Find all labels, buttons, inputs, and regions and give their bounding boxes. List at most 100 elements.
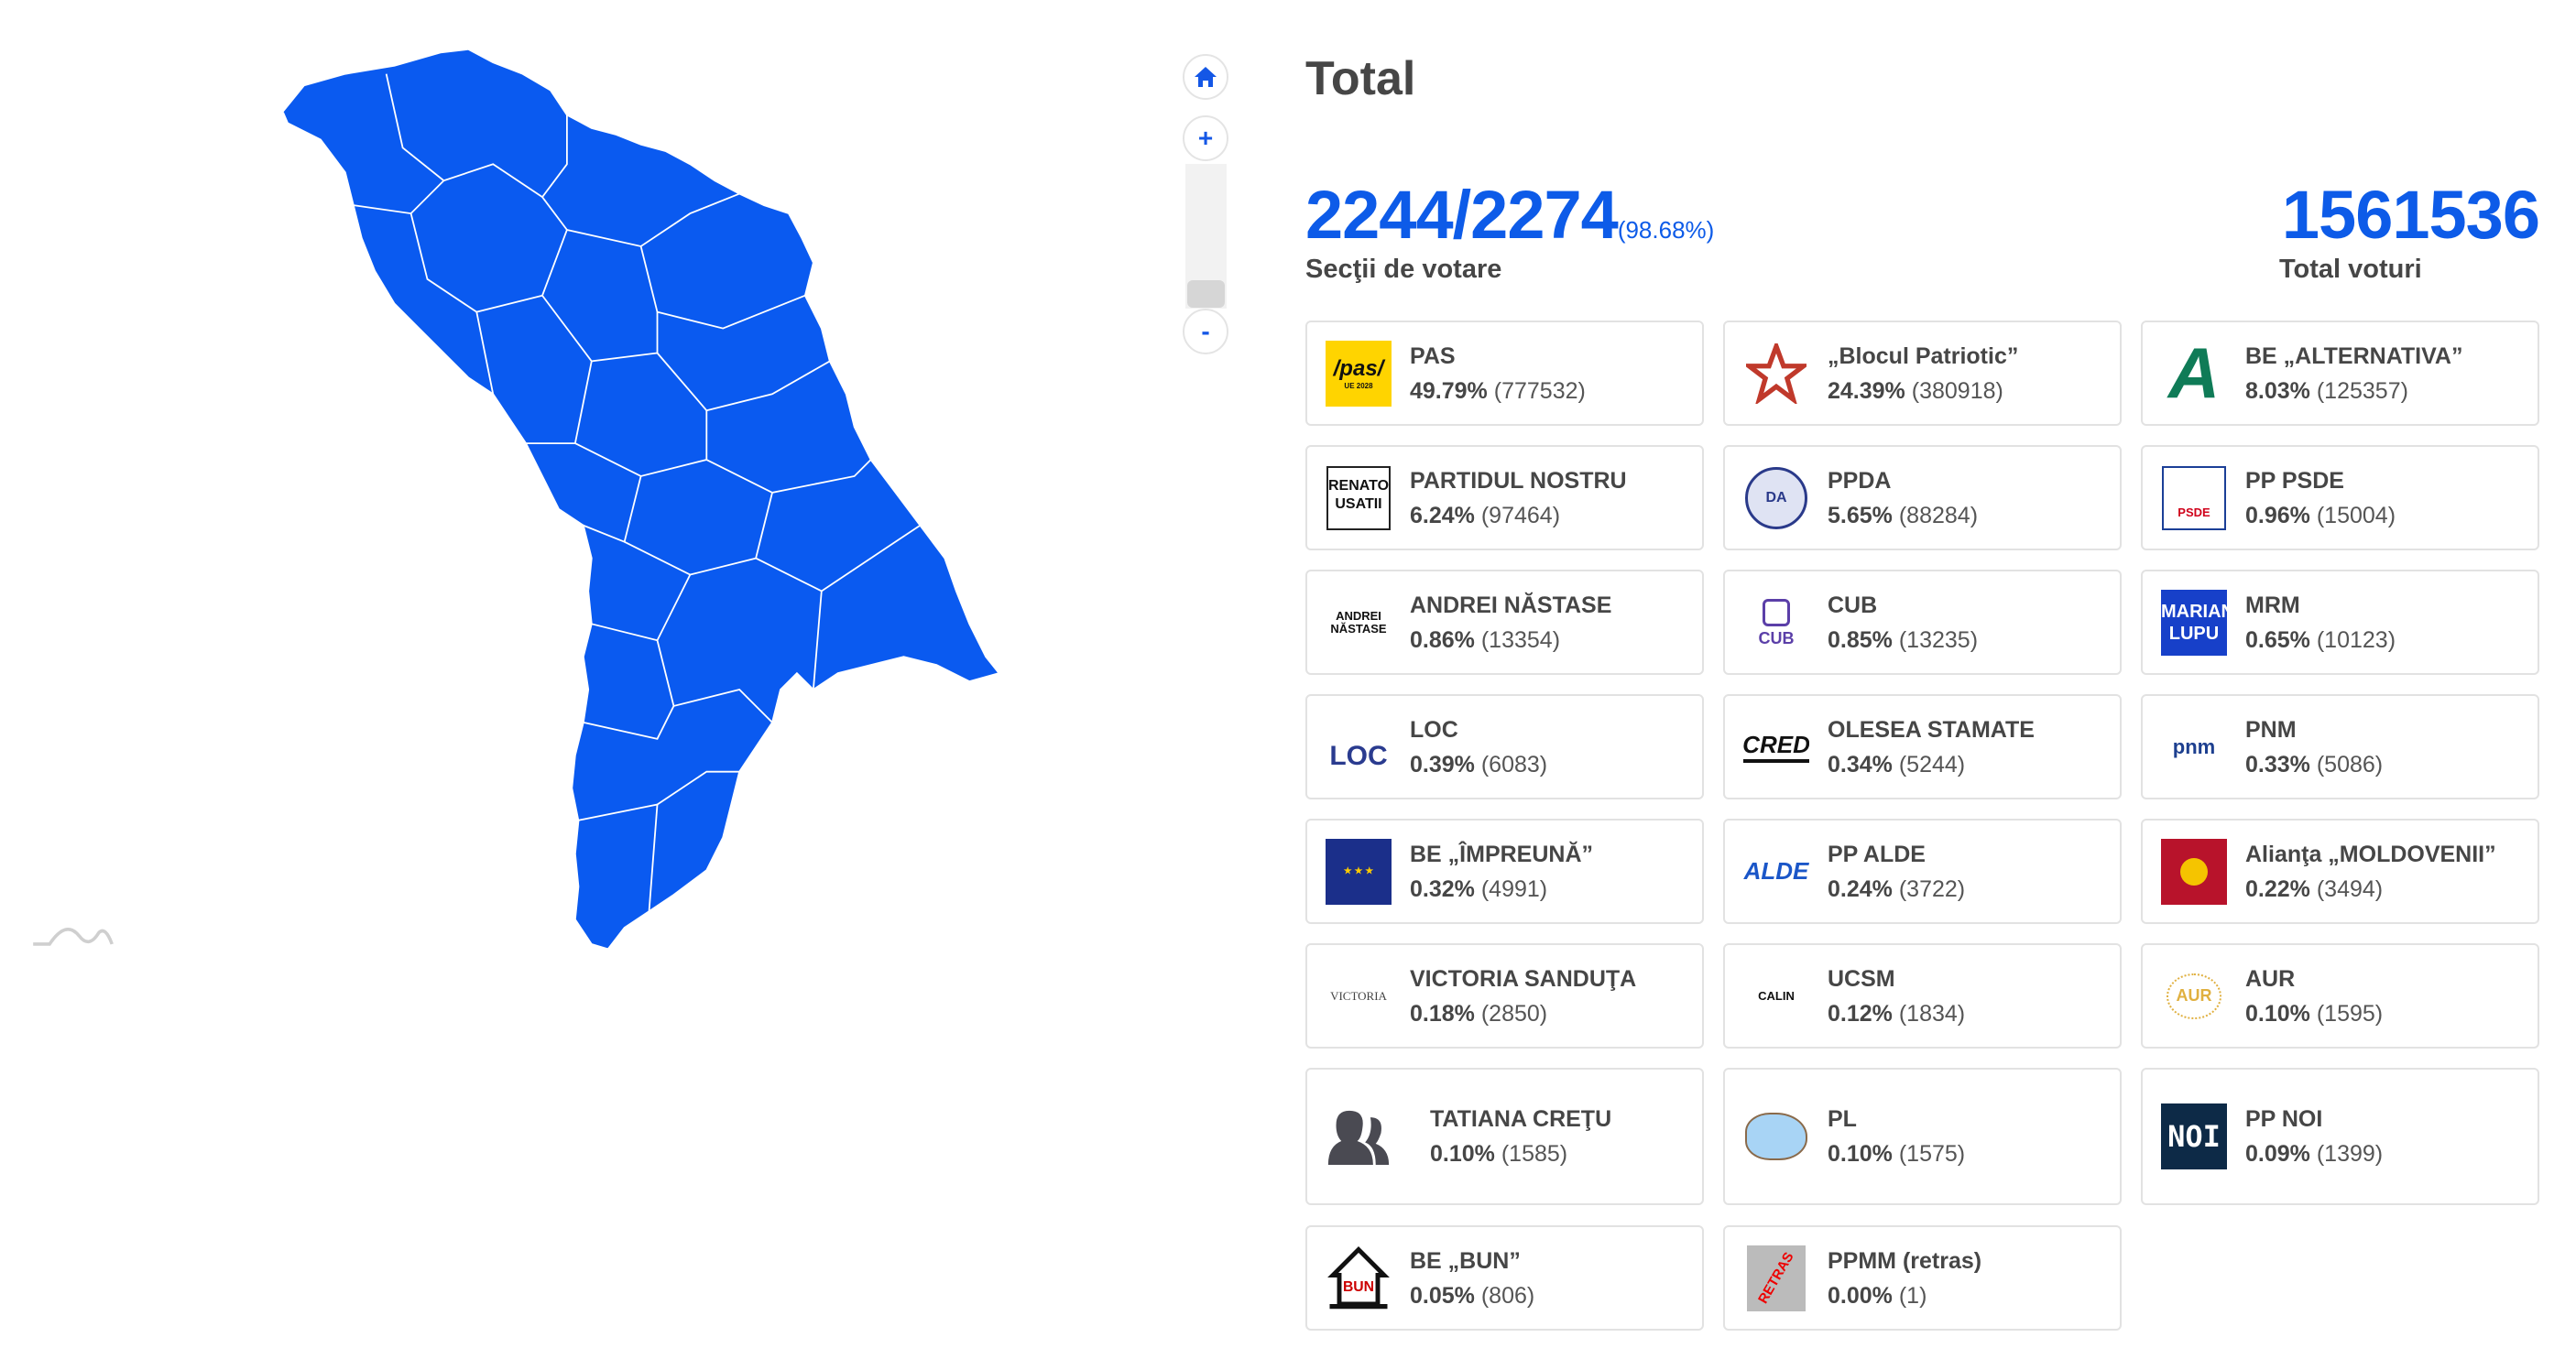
- party-card[interactable]: DA PPDA 5.65% (88284): [1723, 445, 2122, 550]
- party-percent: 0.10%: [1430, 1141, 1495, 1167]
- party-votes: (97464): [1480, 502, 1561, 528]
- party-votes: (1595): [2316, 1000, 2384, 1027]
- watermark-logo: [33, 928, 114, 946]
- party-logo-icon: AUR: [2161, 963, 2227, 1029]
- party-name: PARTIDUL NOSTRU: [1410, 467, 1627, 494]
- party-votes: (6083): [1480, 751, 1548, 777]
- stations-count: 2244/2274(98.68%): [1305, 176, 1714, 254]
- party-votes: (125357): [2316, 377, 2408, 404]
- party-card[interactable]: CUB CUB 0.85% (13235): [1723, 570, 2122, 675]
- party-percent: 0.22%: [2245, 875, 2310, 902]
- party-card[interactable]: ANDREI NĂSTASE ANDREI NĂSTASE 0.86% (133…: [1305, 570, 1704, 675]
- party-logo-icon: DA: [1743, 465, 1809, 531]
- zoom-in-button[interactable]: +: [1183, 115, 1228, 161]
- party-percent: 0.09%: [2245, 1141, 2310, 1167]
- party-votes: (3722): [1898, 875, 1966, 902]
- party-percent: 0.10%: [1828, 1141, 1893, 1167]
- party-logo-icon: CRED: [1743, 714, 1809, 780]
- party-percent: 0.34%: [1828, 751, 1893, 777]
- stations-percent: (98.68%): [1617, 216, 1715, 244]
- party-name: PAS: [1410, 342, 1456, 369]
- party-card[interactable]: RENATO USATII PARTIDUL NOSTRU 6.24% (974…: [1305, 445, 1704, 550]
- party-votes: (806): [1480, 1282, 1535, 1309]
- party-name: BE „ÎMPREUNĂ”: [1410, 841, 1594, 867]
- stations-value: 2244/2274: [1305, 177, 1619, 253]
- party-votes: (13235): [1898, 626, 1979, 653]
- party-name: PP ALDE: [1828, 841, 1926, 867]
- party-card[interactable]: PSDE PP PSDE 0.96% (15004): [2141, 445, 2539, 550]
- party-name: BE „BUN”: [1410, 1247, 1521, 1274]
- party-percent: 0.96%: [2245, 502, 2310, 528]
- home-button[interactable]: [1183, 54, 1228, 100]
- party-name: PPDA: [1828, 467, 1892, 494]
- zoom-out-button[interactable]: -: [1183, 309, 1228, 354]
- party-logo-icon: [1743, 1103, 1809, 1169]
- party-votes: (5244): [1898, 751, 1966, 777]
- party-votes: (13354): [1480, 626, 1561, 653]
- party-results-grid: /pas/UE 2028 PAS 49.79% (777532) „Blocul…: [1305, 321, 2539, 1331]
- party-votes: (88284): [1898, 502, 1979, 528]
- party-logo-icon: PSDE: [2161, 465, 2227, 531]
- party-name: PPMM (retras): [1828, 1247, 1982, 1274]
- party-card[interactable]: Alianţa „MOLDOVENII” 0.22% (3494): [2141, 819, 2539, 924]
- party-logo-icon: CALIN: [1758, 988, 1795, 1003]
- party-votes: (15004): [2316, 502, 2396, 528]
- party-name: PP NOI: [2245, 1106, 2323, 1132]
- party-card[interactable]: AUR AUR 0.10% (1595): [2141, 943, 2539, 1049]
- party-votes: (1585): [1501, 1141, 1568, 1167]
- map-region-country[interactable]: [281, 48, 1000, 951]
- party-card[interactable]: A BE „ALTERNATIVA” 8.03% (125357): [2141, 321, 2539, 426]
- party-percent: 0.86%: [1410, 626, 1475, 653]
- zoom-slider-handle[interactable]: [1187, 280, 1225, 308]
- party-logo-icon: [1326, 1103, 1392, 1169]
- party-card[interactable]: pnm PNM 0.33% (5086): [2141, 694, 2539, 799]
- party-card[interactable]: VICTORIA VICTORIA SANDUŢA 0.18% (2850): [1305, 943, 1704, 1049]
- party-card[interactable]: RETRAS PPMM (retras) 0.00% (1): [1723, 1225, 2122, 1331]
- party-logo-icon: BUN: [1326, 1245, 1392, 1311]
- party-name: Alianţa „MOLDOVENII”: [2245, 841, 2496, 867]
- party-card[interactable]: BUN BE „BUN” 0.05% (806): [1305, 1225, 1704, 1331]
- party-card[interactable]: TATIANA CREŢU 0.10% (1585): [1305, 1068, 1704, 1205]
- page-title: Total: [1305, 52, 1416, 105]
- party-logo-icon: pnm: [2172, 734, 2216, 758]
- party-logo-icon: A: [2167, 340, 2221, 407]
- party-percent: 0.32%: [1410, 875, 1475, 902]
- party-card[interactable]: „Blocul Patriotic” 24.39% (380918): [1723, 321, 2122, 426]
- party-percent: 8.03%: [2245, 377, 2310, 404]
- party-votes: (1834): [1898, 1000, 1966, 1027]
- party-card[interactable]: ALDE PP ALDE 0.24% (3722): [1723, 819, 2122, 924]
- party-name: TATIANA CREŢU: [1430, 1106, 1612, 1132]
- party-name: PP PSDE: [2245, 467, 2344, 494]
- party-percent: 0.00%: [1828, 1282, 1893, 1309]
- party-votes: (5086): [2316, 751, 2384, 777]
- party-card[interactable]: MARIAN LUPU MRM 0.65% (10123): [2141, 570, 2539, 675]
- party-name: BE „ALTERNATIVA”: [2245, 342, 2463, 369]
- party-percent: 0.12%: [1828, 1000, 1893, 1027]
- party-card[interactable]: /pas/UE 2028 PAS 49.79% (777532): [1305, 321, 1704, 426]
- party-logo-icon: RETRAS: [1743, 1245, 1809, 1311]
- party-logo-icon: [1743, 341, 1809, 407]
- stations-label: Secţii de votare: [1305, 255, 1502, 284]
- party-card[interactable]: NOI PP NOI 0.09% (1399): [2141, 1068, 2539, 1205]
- party-card[interactable]: ★ ★ ★ BE „ÎMPREUNĂ” 0.32% (4991): [1305, 819, 1704, 924]
- party-votes: (10123): [2316, 626, 2396, 653]
- party-percent: 0.65%: [2245, 626, 2310, 653]
- party-percent: 49.79%: [1410, 377, 1488, 404]
- party-logo-icon: NOI: [2161, 1103, 2227, 1169]
- party-card[interactable]: LOC LOC 0.39% (6083): [1305, 694, 1704, 799]
- party-name: AUR: [2245, 965, 2296, 992]
- party-logo-icon: [2161, 838, 2227, 905]
- party-card[interactable]: PL 0.10% (1575): [1723, 1068, 2122, 1205]
- party-card[interactable]: CALIN UCSM 0.12% (1834): [1723, 943, 2122, 1049]
- party-logo-icon: VICTORIA: [1330, 988, 1387, 1003]
- party-percent: 0.24%: [1828, 875, 1893, 902]
- party-name: LOC: [1410, 716, 1458, 743]
- party-logo-icon: ★ ★ ★: [1326, 838, 1392, 905]
- party-logo-icon: ALDE: [1743, 857, 1809, 885]
- party-votes: (4991): [1480, 875, 1548, 902]
- svg-text:BUN: BUN: [1343, 1279, 1374, 1295]
- party-logo-icon: CUB: [1743, 590, 1809, 656]
- party-votes: (777532): [1493, 377, 1586, 404]
- party-card[interactable]: CRED OLESEA STAMATE 0.34% (5244): [1723, 694, 2122, 799]
